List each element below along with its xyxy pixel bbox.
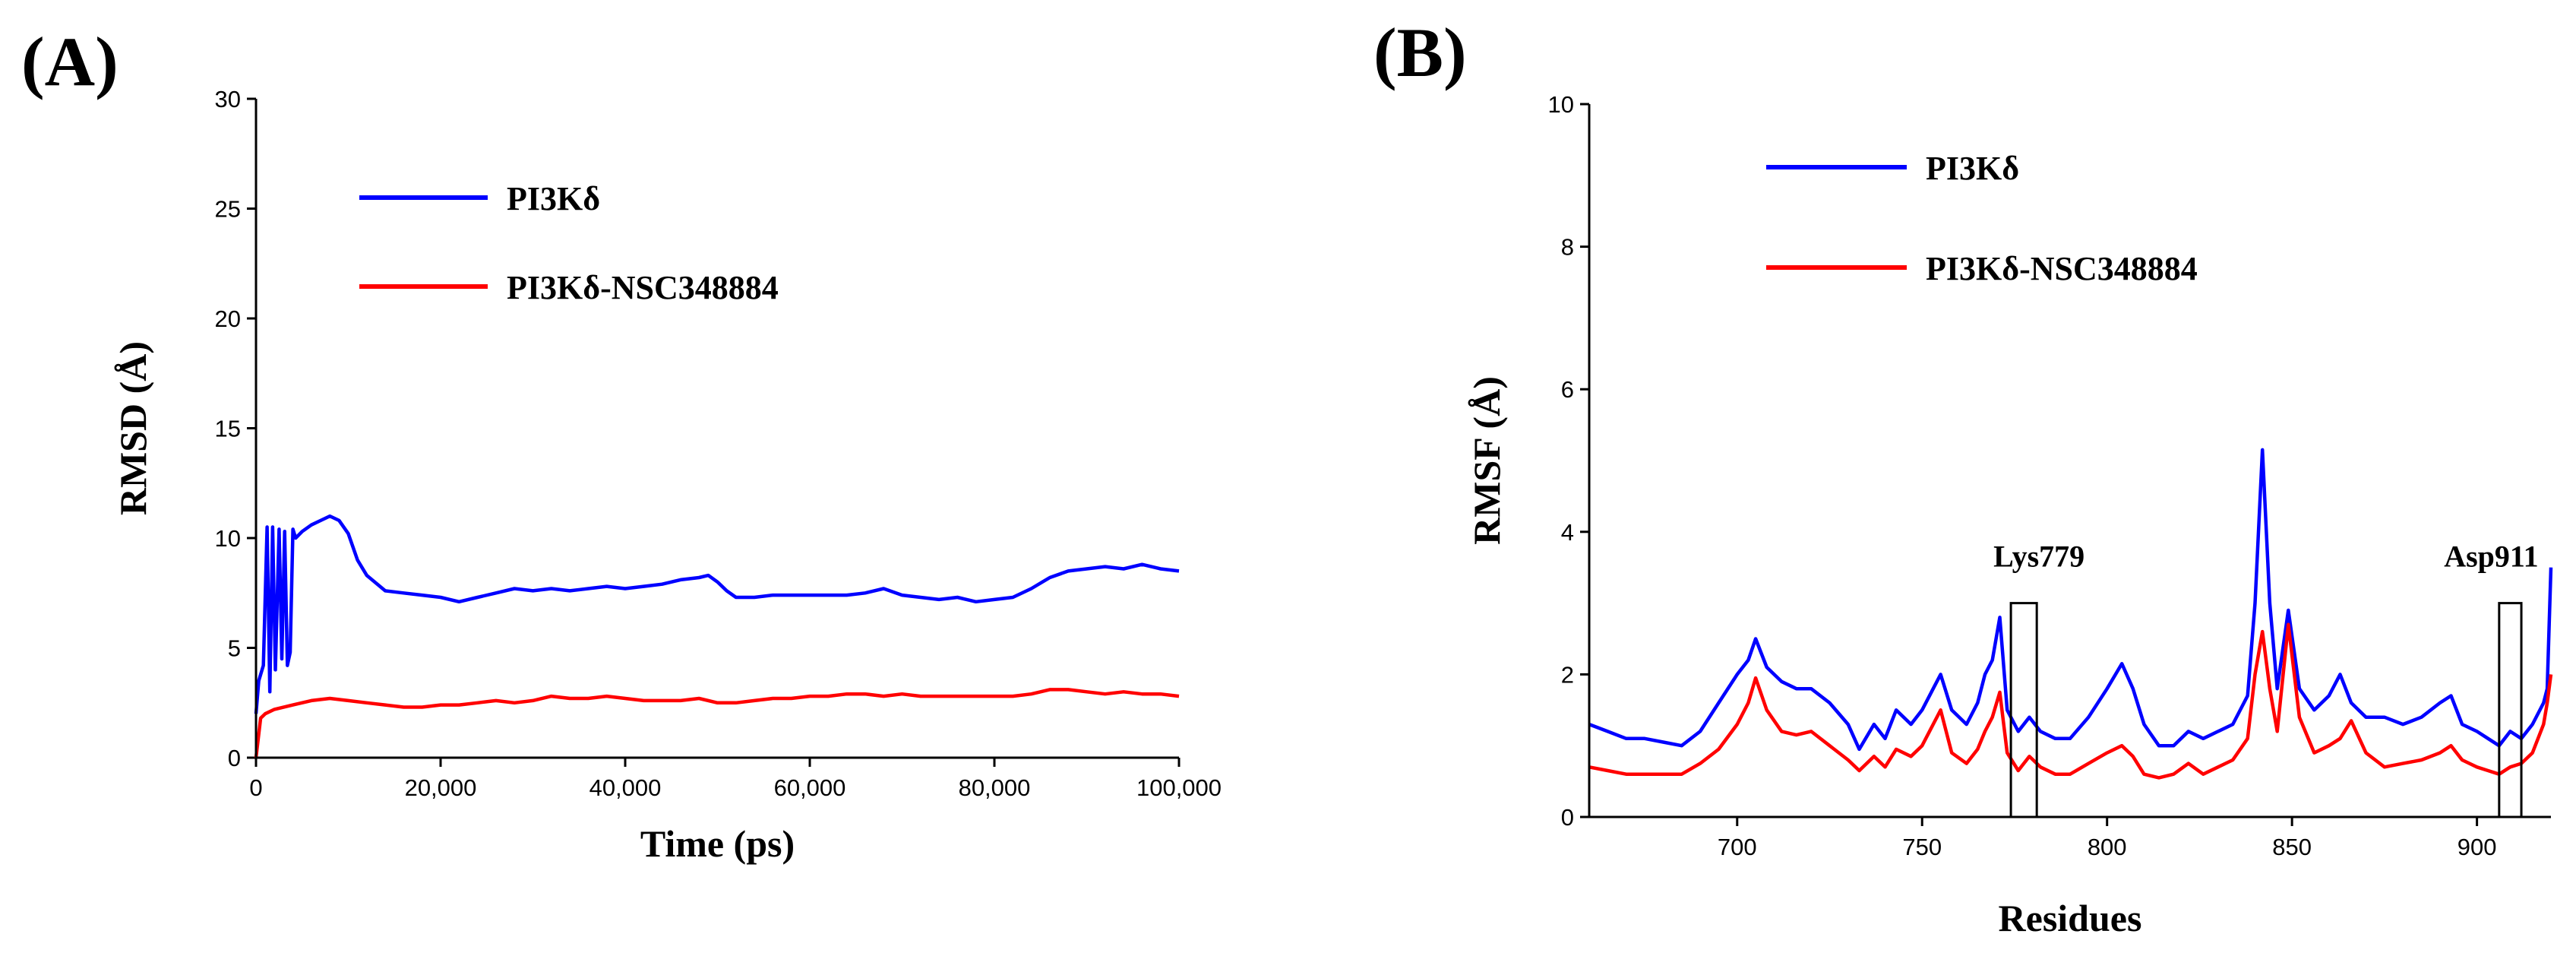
series-line-pi3kd [1588, 448, 2553, 752]
x-tick-label: 40,000 [589, 774, 662, 801]
annotation-box-lys779 [2009, 602, 2038, 818]
x-tick-label: 100,000 [1136, 774, 1222, 801]
annotation-label-asp911: Asp911 [2444, 540, 2539, 574]
x-tick-label: 60,000 [774, 774, 846, 801]
x-tick-label: 20,000 [405, 774, 477, 801]
legend-label-pi3kd-nsc348884: PI3Kδ-NSC348884 [1926, 250, 2198, 287]
rmsd-y-ticks: 0 5 10 15 20 25 30 [215, 86, 256, 771]
rmsf-chart: (B) 0 2 4 6 8 10 700 750 800 850 900 RMSF (Å) Res… [1373, 14, 2553, 939]
y-tick-label: 6 [1561, 376, 1574, 403]
series-line-pi3kd [254, 514, 1180, 714]
y-tick-label: 30 [215, 86, 241, 112]
x-tick-label: 80,000 [959, 774, 1031, 801]
legend-label-pi3kd: PI3Kδ [1926, 150, 2019, 187]
y-tick-label: 0 [1561, 804, 1574, 831]
x-tick-label: 700 [1718, 834, 1757, 860]
y-tick-label: 4 [1561, 519, 1574, 546]
y-tick-label: 10 [1548, 91, 1574, 118]
y-tick-label: 8 [1561, 234, 1574, 261]
rmsd-series [254, 514, 1180, 758]
x-tick-label: 900 [2457, 834, 2497, 860]
rmsf-x-axis-title: Residues [1999, 897, 2142, 939]
x-tick-label: 0 [249, 774, 262, 801]
rmsf-x-ticks: 700 750 800 850 900 [1718, 817, 2497, 860]
legend-label-pi3kd: PI3Kδ [507, 180, 600, 217]
annotation-box-asp911 [2498, 602, 2523, 818]
rmsf-y-ticks: 0 2 4 6 8 10 [1548, 91, 1589, 831]
y-tick-label: 20 [215, 306, 241, 332]
rmsf-y-axis-title: RMSF (Å) [1465, 376, 1508, 545]
y-tick-label: 2 [1561, 661, 1574, 688]
x-tick-label: 750 [1902, 834, 1942, 860]
rmsd-x-ticks: 0 20,000 40,000 60,000 80,000 100,000 [249, 758, 1222, 801]
series-line-pi3kd-nsc348884 [1588, 622, 2553, 780]
rmsd-chart: (A) 0 5 10 15 20 25 30 0 20,000 40,000 60,000 80,0… [21, 23, 1222, 865]
rmsf-series [1588, 448, 2553, 780]
rmsf-annotations: Lys779 Asp911 [1993, 540, 2539, 818]
y-tick-label: 25 [215, 196, 241, 223]
rmsd-y-axis-title: RMSD (Å) [112, 341, 154, 515]
rmsd-x-axis-title: Time (ps) [640, 822, 795, 865]
x-tick-label: 800 [2088, 834, 2127, 860]
y-tick-label: 0 [228, 745, 241, 771]
panel-label-b: (B) [1373, 14, 1467, 91]
y-tick-label: 10 [215, 525, 241, 552]
panel-label-a: (A) [21, 23, 119, 100]
y-tick-label: 5 [228, 635, 241, 662]
series-line-pi3kd-nsc348884 [254, 688, 1180, 758]
annotation-label-lys779: Lys779 [1993, 540, 2085, 574]
rmsd-legend: PI3Kδ PI3Kδ-NSC348884 [359, 180, 779, 306]
x-tick-label: 850 [2272, 834, 2312, 860]
y-tick-label: 15 [215, 416, 241, 442]
legend-label-pi3kd-nsc348884: PI3Kδ-NSC348884 [507, 269, 779, 306]
rmsf-legend: PI3Kδ PI3Kδ-NSC348884 [1766, 150, 2198, 287]
